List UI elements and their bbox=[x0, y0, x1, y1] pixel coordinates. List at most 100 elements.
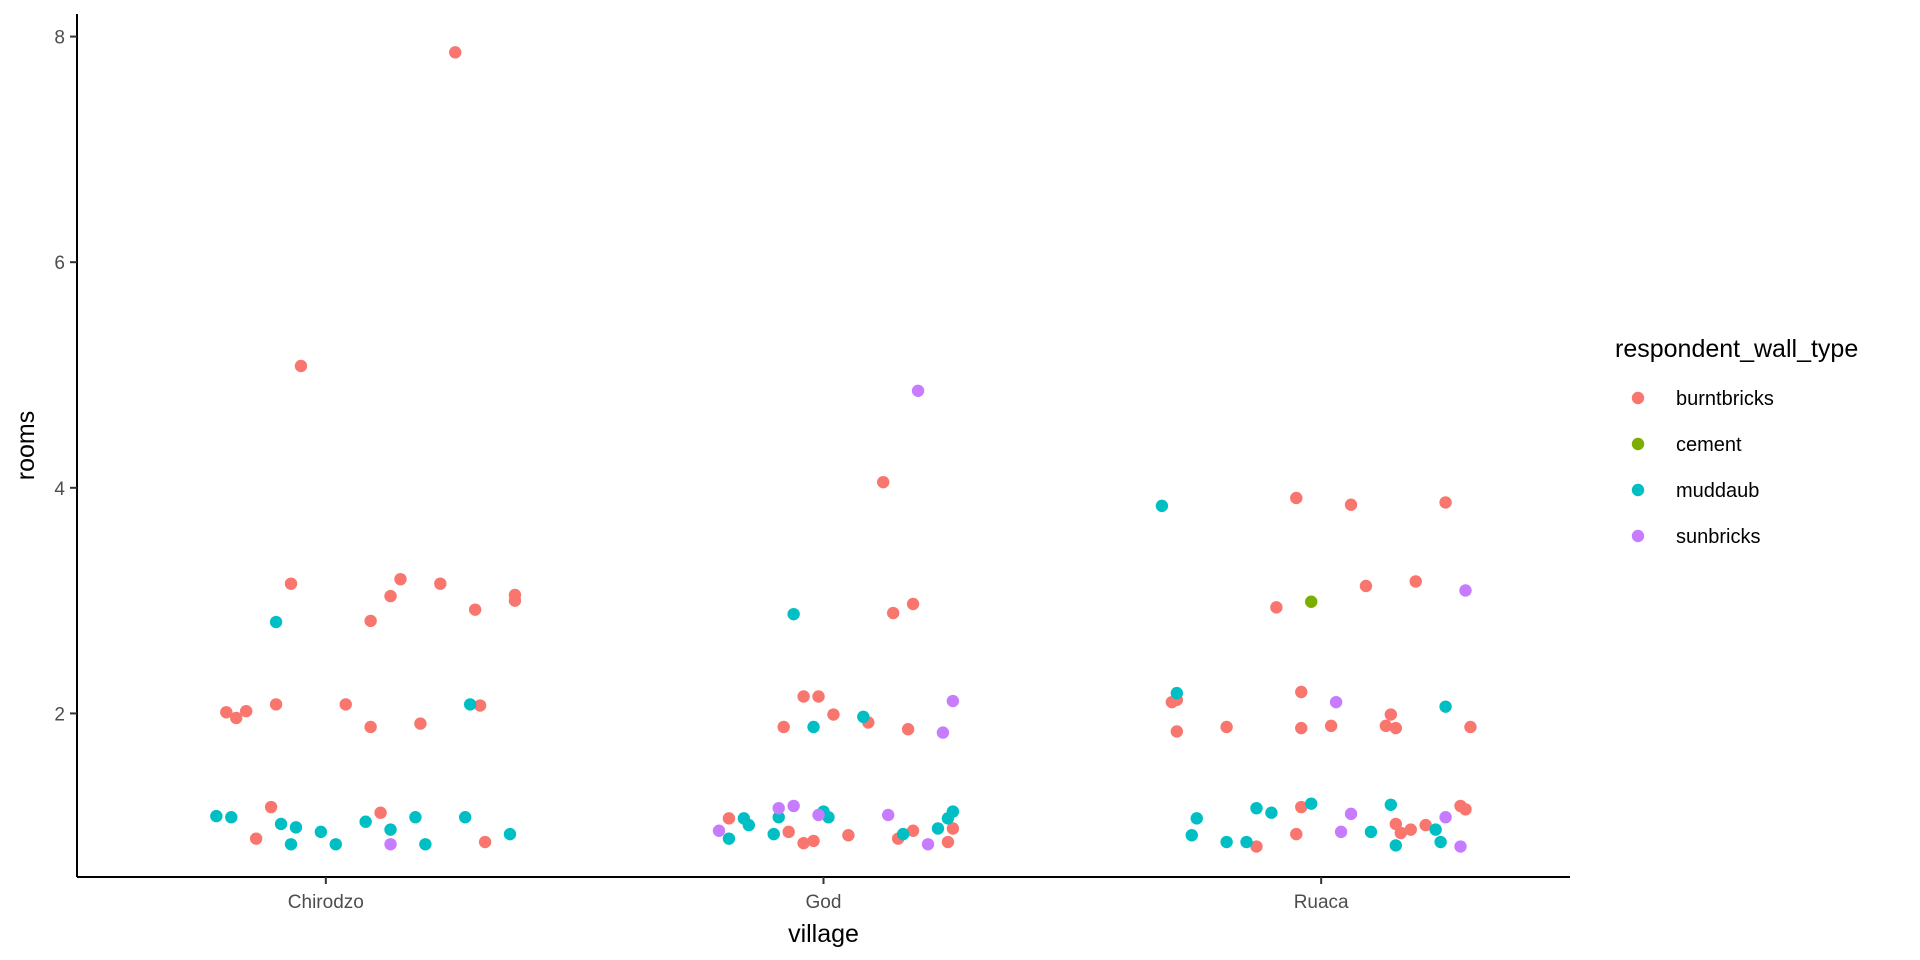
data-point-burntbricks bbox=[294, 359, 308, 373]
data-point-burntbricks bbox=[1344, 498, 1358, 511]
data-point-burntbricks bbox=[1384, 708, 1398, 721]
data-point-muddaub bbox=[807, 720, 820, 734]
data-point-burntbricks bbox=[886, 606, 900, 620]
data-point-burntbricks bbox=[1459, 803, 1472, 816]
data-point-burntbricks bbox=[449, 46, 462, 59]
data-point-burntbricks bbox=[230, 711, 243, 725]
data-point-burntbricks bbox=[269, 698, 283, 711]
data-point-sunbricks bbox=[772, 801, 785, 815]
data-point-sunbricks bbox=[812, 808, 825, 822]
legend-key-cement bbox=[1631, 437, 1645, 451]
data-point-sunbricks bbox=[921, 838, 935, 851]
data-point-burntbricks bbox=[284, 577, 298, 590]
data-point-burntbricks bbox=[1439, 496, 1452, 509]
data-point-muddaub bbox=[772, 811, 785, 824]
data-point-sunbricks bbox=[787, 799, 800, 813]
data-point-muddaub bbox=[1185, 829, 1198, 842]
data-point-burntbricks bbox=[374, 806, 387, 819]
data-point-sunbricks bbox=[1334, 825, 1348, 839]
data-point-muddaub bbox=[384, 823, 397, 836]
x-axis-ticks: Chirodzo God Ruaca bbox=[288, 877, 1349, 913]
data-point-muddaub bbox=[742, 818, 756, 832]
data-point-burntbricks bbox=[946, 822, 960, 835]
data-point-muddaub bbox=[1434, 835, 1447, 849]
data-point-burntbricks bbox=[1295, 721, 1308, 735]
data-point-muddaub bbox=[1220, 835, 1233, 849]
data-point-muddaub bbox=[463, 698, 477, 711]
data-point-burntbricks bbox=[249, 832, 263, 845]
legend-label-burntbricks: burntbricks bbox=[1676, 388, 1774, 410]
data-point-cement bbox=[1305, 595, 1318, 608]
data-point-muddaub bbox=[269, 615, 283, 629]
data-point-burntbricks bbox=[473, 699, 487, 712]
data-point-sunbricks bbox=[1439, 811, 1452, 824]
data-point-sunbricks bbox=[1329, 695, 1343, 709]
data-point-muddaub bbox=[284, 838, 298, 851]
data-point-muddaub bbox=[225, 811, 238, 824]
data-point-muddaub bbox=[1250, 801, 1263, 815]
data-point-burntbricks bbox=[1295, 800, 1308, 814]
data-point-muddaub bbox=[1265, 806, 1278, 819]
data-point-burntbricks bbox=[1389, 817, 1403, 831]
data-point-burntbricks bbox=[220, 706, 233, 719]
data-point-burntbricks bbox=[877, 475, 890, 489]
points-layer bbox=[210, 46, 1477, 853]
data-point-muddaub bbox=[289, 821, 303, 834]
data-point-burntbricks bbox=[807, 834, 820, 848]
data-point-muddaub bbox=[1155, 499, 1169, 513]
data-point-burntbricks bbox=[1250, 840, 1263, 853]
data-point-muddaub bbox=[767, 827, 780, 841]
data-point-burntbricks bbox=[1389, 721, 1403, 735]
data-point-muddaub bbox=[946, 805, 960, 818]
data-point-burntbricks bbox=[1290, 827, 1303, 841]
x-tick-label: Chirodzo bbox=[288, 892, 364, 913]
data-point-burntbricks bbox=[414, 717, 427, 730]
data-point-muddaub bbox=[857, 710, 870, 724]
data-point-sunbricks bbox=[881, 808, 895, 822]
data-point-burntbricks bbox=[812, 690, 825, 703]
data-point-muddaub bbox=[1384, 798, 1398, 812]
x-tick-label: God bbox=[806, 892, 842, 913]
data-point-burntbricks bbox=[240, 704, 253, 718]
data-point-burntbricks bbox=[1170, 725, 1184, 738]
data-point-muddaub bbox=[1364, 825, 1378, 839]
data-point-burntbricks bbox=[339, 698, 352, 711]
data-point-muddaub bbox=[458, 811, 472, 824]
y-tick-label: 4 bbox=[54, 479, 65, 500]
legend: respondent_wall_type burntbricks cement mu… bbox=[1615, 335, 1858, 548]
data-point-burntbricks bbox=[1359, 579, 1373, 593]
x-tick-label: Ruaca bbox=[1294, 892, 1349, 913]
data-point-sunbricks bbox=[1454, 840, 1467, 853]
data-point-muddaub bbox=[1305, 797, 1318, 810]
data-point-muddaub bbox=[896, 827, 910, 841]
data-point-muddaub bbox=[359, 815, 372, 828]
data-point-muddaub bbox=[1429, 823, 1442, 836]
data-point-burntbricks bbox=[906, 597, 920, 611]
data-point-burntbricks bbox=[1324, 719, 1338, 733]
legend-title: respondent_wall_type bbox=[1615, 335, 1858, 363]
data-point-muddaub bbox=[210, 809, 223, 823]
y-tick-label: 6 bbox=[54, 253, 65, 274]
legend-key-burntbricks bbox=[1631, 391, 1645, 405]
data-point-burntbricks bbox=[1295, 685, 1308, 699]
data-point-muddaub bbox=[787, 607, 800, 621]
legend-label-muddaub: muddaub bbox=[1676, 480, 1759, 502]
data-point-burntbricks bbox=[364, 614, 377, 628]
data-point-muddaub bbox=[931, 822, 945, 835]
legend-key-sunbricks bbox=[1631, 529, 1645, 543]
data-point-muddaub bbox=[503, 827, 517, 841]
data-point-burntbricks bbox=[468, 603, 482, 616]
data-point-burntbricks bbox=[508, 594, 522, 607]
data-point-muddaub bbox=[722, 832, 736, 845]
data-point-burntbricks bbox=[777, 720, 790, 734]
x-axis-title: village bbox=[788, 920, 859, 948]
data-point-muddaub bbox=[1170, 686, 1184, 700]
data-point-burntbricks bbox=[394, 572, 407, 586]
legend-key-muddaub bbox=[1631, 483, 1645, 497]
y-tick-label: 8 bbox=[54, 28, 65, 49]
data-point-burntbricks bbox=[264, 800, 278, 814]
data-point-muddaub bbox=[1389, 839, 1403, 852]
legend-label-cement: cement bbox=[1676, 434, 1742, 456]
data-point-burntbricks bbox=[478, 835, 492, 849]
data-point-burntbricks bbox=[1394, 826, 1407, 840]
